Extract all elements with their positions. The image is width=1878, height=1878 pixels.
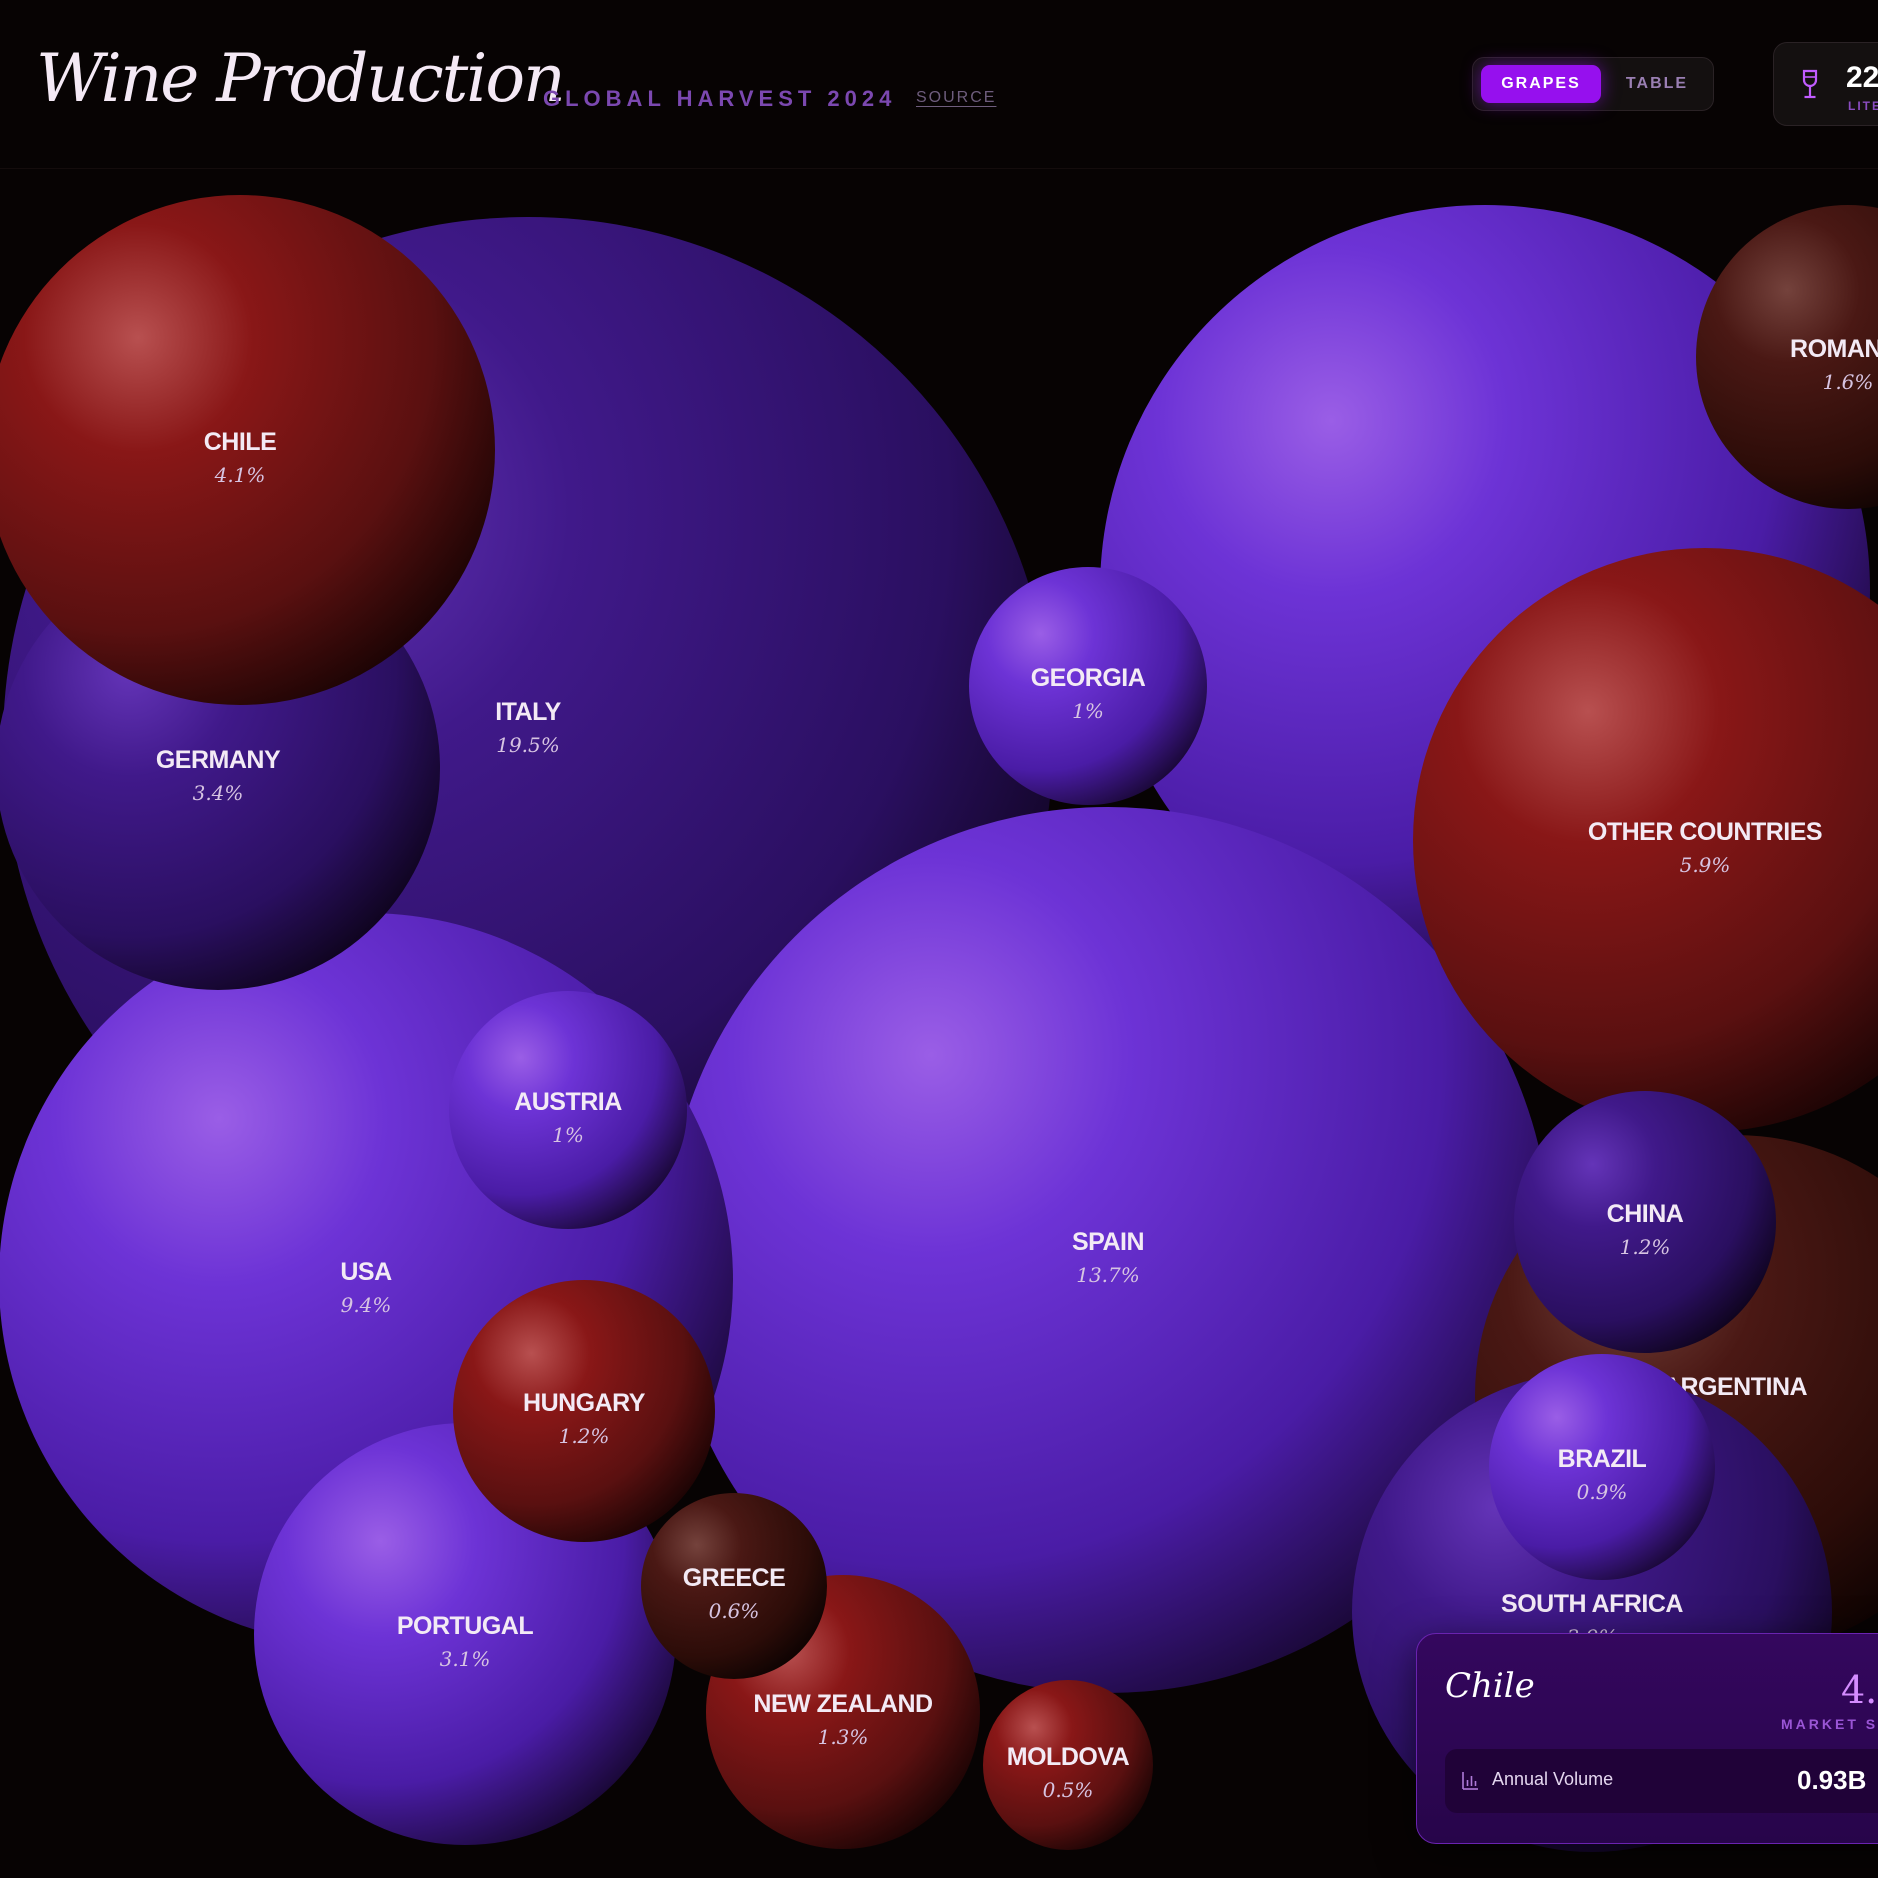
bubble-circle-spain[interactable]: [665, 807, 1551, 1693]
bubble-value-italy: 19.5%: [496, 733, 560, 757]
bubble-value-new-zealand: 1.3%: [818, 1725, 869, 1749]
bubble-value-other-countries: 5.9%: [1680, 853, 1731, 877]
total-stat-value: 22: [1846, 61, 1878, 94]
bubble-value-usa: 9.4%: [341, 1293, 392, 1317]
bubble-circle-china[interactable]: [1514, 1091, 1776, 1353]
tooltip-volume-label: Annual Volume: [1492, 1769, 1614, 1789]
bubble-value-georgia: 1%: [1072, 699, 1104, 723]
bubble-label-chile: CHILE: [204, 428, 277, 456]
bubble-circle-brazil[interactable]: [1489, 1354, 1715, 1580]
bubble-moldova[interactable]: MOLDOVA 0.5%: [983, 1680, 1153, 1850]
bubble-value-china: 1.2%: [1620, 1235, 1671, 1259]
page-subtitle: GLOBAL HARVEST 2024: [543, 86, 897, 111]
view-toggle: GRAPES TABLE: [1472, 57, 1714, 111]
tooltip-volume-value: 0.93B: [1797, 1765, 1867, 1795]
tooltip-country: Chile: [1445, 1666, 1535, 1706]
bubble-label-georgia: GEORGIA: [1031, 664, 1146, 692]
bubble-label-usa: USA: [340, 1258, 392, 1286]
bubble-brazil[interactable]: BRAZIL 0.9%: [1489, 1354, 1715, 1580]
bubble-circle-greece[interactable]: [641, 1493, 827, 1679]
header: Wine Production GLOBAL HARVEST 2024 SOUR…: [0, 0, 1878, 169]
bubble-china[interactable]: CHINA 1.2%: [1514, 1091, 1776, 1353]
bubble-label-brazil: BRAZIL: [1558, 1445, 1647, 1473]
bubble-circle-hungary[interactable]: [453, 1280, 715, 1542]
bubble-value-moldova: 0.5%: [1043, 1778, 1094, 1802]
bubble-label-germany: GERMANY: [156, 746, 281, 774]
bubble-label-greece: GREECE: [683, 1564, 786, 1592]
bubble-label-south-africa: SOUTH AFRICA: [1501, 1590, 1683, 1618]
bubble-label-hungary: HUNGARY: [523, 1389, 646, 1417]
bubble-austria[interactable]: AUSTRIA 1%: [449, 991, 687, 1229]
bubble-value-greece: 0.6%: [709, 1599, 760, 1623]
bubble-label-other-countries: OTHER COUNTRIES: [1588, 818, 1822, 846]
bubble-value-austria: 1%: [552, 1123, 584, 1147]
bubble-value-brazil: 0.9%: [1577, 1480, 1628, 1504]
bubble-circle-austria[interactable]: [449, 991, 687, 1229]
source-link[interactable]: SOURCE: [916, 89, 997, 106]
wine-glass-icon: [1802, 69, 1818, 99]
bubble-hungary[interactable]: HUNGARY 1.2%: [453, 1280, 715, 1542]
bubble-label-moldova: MOLDOVA: [1007, 1743, 1130, 1771]
bubble-value-hungary: 1.2%: [559, 1424, 610, 1448]
bubble-value-romania: 1.6%: [1823, 370, 1874, 394]
total-stat-label: LITE: [1848, 99, 1878, 113]
country-tooltip: Chile 4.1 MARKET SH Annual Volume 0.93B: [1416, 1633, 1878, 1844]
bubble-romania[interactable]: ROMANIA 1.6%: [1696, 205, 1878, 509]
bubble-chile[interactable]: CHILE 4.1%: [0, 195, 495, 705]
page-title: Wine Production: [36, 40, 566, 117]
bubble-value-chile: 4.1%: [214, 463, 266, 487]
bubble-label-spain: SPAIN: [1072, 1228, 1144, 1256]
bubble-circle-chile[interactable]: [0, 195, 495, 705]
bubble-circle-georgia[interactable]: [969, 567, 1207, 805]
total-stat-card: 22 LITE: [1773, 42, 1878, 126]
bubble-value-spain: 13.7%: [1076, 1263, 1140, 1287]
bubble-spain[interactable]: SPAIN 13.7%: [665, 807, 1551, 1693]
bubble-circle-romania[interactable]: [1696, 205, 1878, 509]
bubble-value-germany: 3.4%: [193, 781, 244, 805]
tooltip-volume-row: Annual Volume 0.93B: [1445, 1749, 1878, 1813]
toggle-table-button[interactable]: TABLE: [1625, 75, 1689, 92]
tooltip-share-value: 4.1: [1841, 1668, 1878, 1712]
bubble-label-italy: ITALY: [495, 698, 561, 726]
bubble-value-portugal: 3.1%: [440, 1647, 491, 1671]
bubble-other-countries[interactable]: OTHER COUNTRIES 5.9%: [1413, 548, 1878, 1132]
bubble-label-portugal: PORTUGAL: [397, 1612, 534, 1640]
toggle-grapes-button[interactable]: GRAPES: [1481, 65, 1601, 103]
bubble-georgia[interactable]: GEORGIA 1%: [969, 567, 1207, 805]
bubble-greece[interactable]: GREECE 0.6%: [641, 1493, 827, 1679]
bar-chart-icon: [1462, 1772, 1478, 1790]
bubble-label-austria: AUSTRIA: [514, 1088, 622, 1116]
tooltip-share-label: MARKET SH: [1781, 1716, 1878, 1732]
bubble-circle-moldova[interactable]: [983, 1680, 1153, 1850]
bubble-label-new-zealand: NEW ZEALAND: [753, 1690, 932, 1718]
bubble-circle-other-countries[interactable]: [1413, 548, 1878, 1132]
bubble-label-china: CHINA: [1607, 1200, 1684, 1228]
bubble-label-romania: ROMANIA: [1790, 335, 1878, 363]
